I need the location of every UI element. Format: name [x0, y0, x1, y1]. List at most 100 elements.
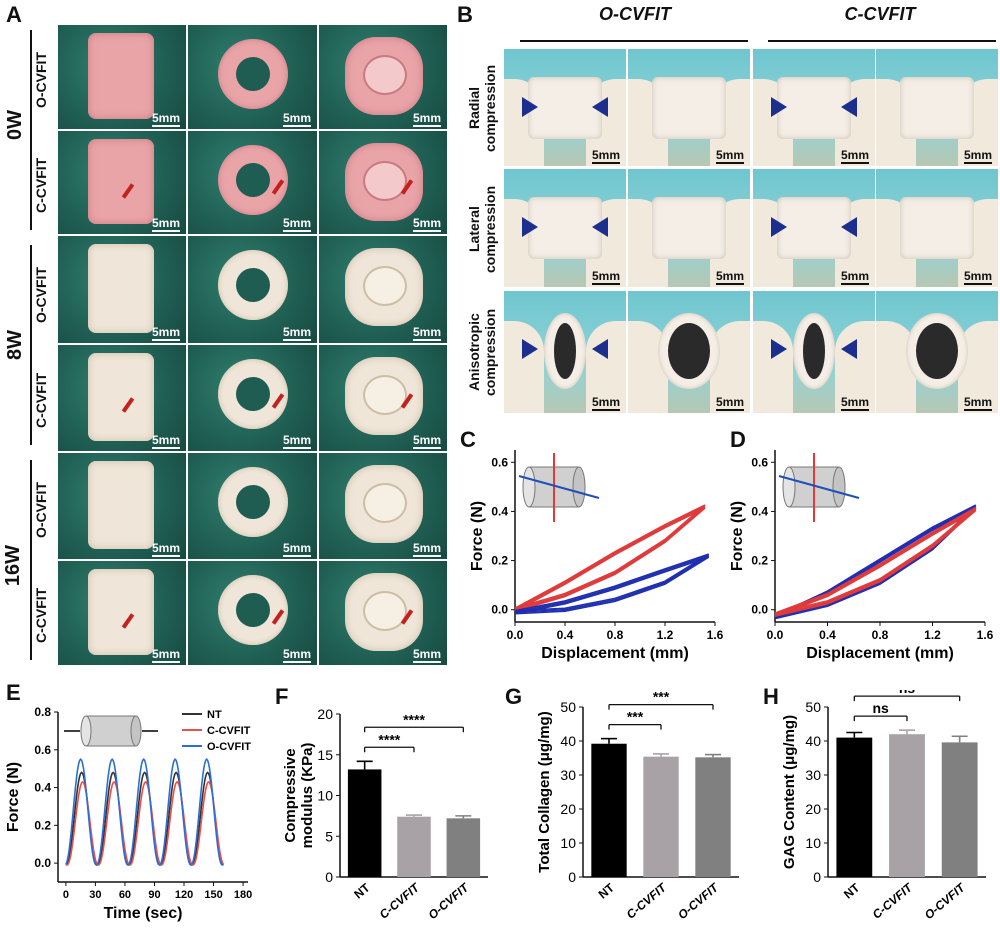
scale-bar-label: 5mm — [715, 395, 745, 411]
sample-photo: 5mm — [187, 235, 318, 344]
bar-nt — [347, 769, 382, 877]
group-title-o-cvfit: O-CVFIT — [599, 4, 671, 24]
scaffold-compressed — [652, 197, 726, 259]
row-label-anisotropic: Anisotropic compression — [466, 308, 498, 396]
sample-photo: 5mm — [318, 235, 448, 344]
blue-arrow-icon — [592, 217, 608, 237]
y-tick-label: 0.2 — [751, 554, 768, 568]
sample-photo: 5mm — [57, 344, 187, 452]
row-label-o-cvfit: O-CVFIT — [33, 52, 49, 108]
loading-curve — [514, 505, 706, 611]
bar-o-cvfit — [446, 818, 481, 877]
scaffold-lumen — [916, 323, 958, 379]
legend-label: NT — [207, 709, 222, 721]
series-line-o-cvfit — [65, 758, 224, 866]
scale-bar-label: 5mm — [591, 148, 621, 164]
significance-label: **** — [378, 731, 400, 747]
scale-bar-label: 5mm — [715, 269, 745, 285]
legend-label: O-CVFIT — [207, 741, 251, 753]
group-bracket-16w — [30, 460, 32, 660]
compression-photo: 5mm — [752, 48, 876, 167]
scaffold-compressed — [900, 77, 974, 139]
y-tick-label: 0.2 — [34, 818, 51, 832]
group-rule-c-cvfit — [768, 40, 996, 42]
scale-bar-label: 5mm — [840, 269, 870, 285]
compression-photo: 5mm — [875, 168, 999, 288]
scaffold-lumen — [236, 485, 270, 519]
blue-arrow-icon — [771, 97, 787, 117]
scaffold-lumen — [236, 377, 270, 411]
loading-curve — [514, 504, 706, 610]
loading-curve — [774, 508, 977, 616]
scaffold-lumen — [363, 55, 407, 95]
scaffold-lumen — [363, 161, 407, 201]
y-axis-label: Force (N) — [469, 501, 486, 571]
scale-bar-label: 5mm — [412, 325, 442, 341]
finger-left — [753, 321, 793, 413]
loading-curve — [514, 507, 706, 612]
scale-bar-label: 5mm — [151, 325, 181, 341]
panel-h-label: H — [763, 684, 779, 709]
compression-photo: 5mm — [752, 168, 876, 288]
row-label-o-cvfit: O-CVFIT — [33, 267, 49, 323]
scaffold-lumen — [554, 323, 576, 379]
scale-bar-label: 5mm — [715, 148, 745, 164]
scaffold-lumen — [363, 483, 407, 523]
x-tick-label: 0.8 — [607, 628, 624, 642]
scale-bar-label: 5mm — [282, 216, 312, 232]
scale-bar-label: 5mm — [282, 325, 312, 341]
y-tick-label: 0.6 — [491, 455, 508, 469]
y-tick-label: 20 — [317, 706, 333, 722]
significance-label: ns — [899, 690, 916, 696]
scale-bar-label: 5mm — [151, 647, 181, 663]
sample-photo: 5mm — [318, 452, 448, 560]
sample-photo: 5mm — [57, 130, 187, 235]
sample-photo: 5mm — [187, 130, 318, 235]
x-axis-label: Displacement (mm) — [541, 645, 689, 662]
loading-curve — [774, 506, 977, 614]
y-tick-label: 50 — [560, 699, 576, 715]
unloading-curve — [514, 504, 706, 609]
y-tick-label: 0 — [568, 869, 576, 885]
scale-bar-label: 5mm — [412, 433, 442, 449]
y-axis-label: Compressive — [282, 748, 299, 842]
blue-arrow-icon — [522, 97, 538, 117]
panel-f-label: F — [275, 684, 289, 709]
week-label-0w: 0W — [4, 110, 26, 140]
cylinder-schematic-icon — [64, 715, 158, 747]
compression-photo: 5mm — [875, 48, 999, 167]
compression-photo: 5mm — [752, 290, 876, 414]
series-line-c-cvfit — [65, 780, 225, 866]
panel-a-label: A — [6, 2, 22, 27]
blue-arrow-icon — [522, 339, 538, 359]
scale-bar-label: 5mm — [282, 541, 312, 557]
row-label-lateral: Lateral compression — [466, 185, 498, 273]
scaffold-side-view — [88, 569, 154, 655]
sample-photo: 5mm — [318, 560, 448, 666]
scale-bar-label: 5mm — [840, 148, 870, 164]
x-tick-label: 30 — [89, 889, 101, 901]
x-tick-label: NT — [351, 880, 373, 901]
panel-e-label: E — [6, 680, 21, 705]
x-tick-label: O-CVFIT — [425, 880, 472, 923]
x-tick-label: 120 — [175, 889, 193, 901]
finger-left — [504, 321, 544, 413]
y-tick-label: 30 — [560, 767, 576, 783]
blue-arrow-icon — [522, 217, 538, 237]
scale-bar-label: 5mm — [591, 269, 621, 285]
scale-bar-label: 5mm — [151, 216, 181, 232]
row-label-o-cvfit: O-CVFIT — [33, 482, 49, 538]
blue-arrow-icon — [841, 97, 857, 117]
x-tick-label: NT — [841, 880, 863, 901]
x-tick-label: 1.2 — [657, 628, 674, 642]
panel-d-label: D — [730, 427, 746, 452]
y-tick-label: 30 — [805, 767, 821, 783]
bar-nt — [591, 743, 627, 877]
scaffold-lumen — [236, 163, 270, 197]
scaffold-lumen — [363, 266, 407, 306]
loading-curve — [774, 509, 977, 617]
y-tick-label: 0.6 — [34, 743, 51, 757]
y-tick-label: 0.4 — [34, 781, 51, 795]
chart-f: 0 5 10 15 20 Compressive modulus (KPa) NT C-CVFI… — [282, 706, 488, 923]
x-tick-label: O-CVFIT — [675, 880, 722, 923]
